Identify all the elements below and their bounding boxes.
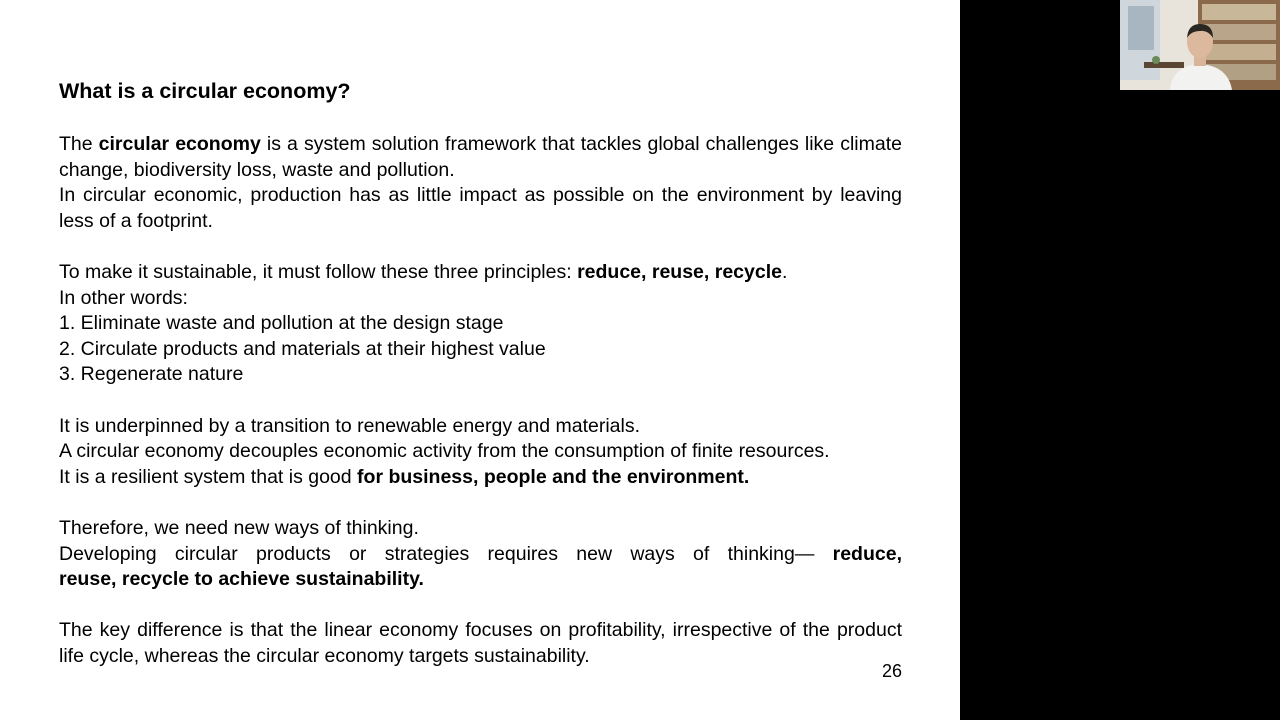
text-span: The xyxy=(59,133,99,155)
text-span: is a system solution framework that tack… xyxy=(59,133,902,181)
side-panel-background xyxy=(960,0,1280,720)
list-item: 3. Regenerate nature xyxy=(59,363,244,386)
list-item: 2. Circulate products and materials at t… xyxy=(59,337,546,360)
text-span: It is a resilient system that is good xyxy=(59,465,358,488)
page-number: 26 xyxy=(881,661,902,681)
window-pane xyxy=(1128,6,1154,50)
paragraph-decouples: A circular economy decouples economic ac… xyxy=(59,440,830,463)
bold-term: circular economy xyxy=(98,133,261,155)
paragraph-key-difference: The key difference is that the linear ec… xyxy=(59,619,902,667)
table xyxy=(1144,62,1184,68)
bold-term: reduce, reuse, recycle xyxy=(577,260,782,283)
paragraph-resilient: It is a resilient system that is good fo… xyxy=(59,465,902,491)
presenter-video-icon[interactable] xyxy=(1120,0,1280,90)
bold-term: reduce, xyxy=(832,542,902,565)
spacer xyxy=(59,593,902,619)
spacer xyxy=(59,490,902,516)
plant xyxy=(1152,56,1160,64)
paragraph-therefore: Therefore, we need new ways of thinking. xyxy=(59,516,419,539)
spacer xyxy=(59,388,902,414)
paragraph-definition: The circular economy is a system solutio… xyxy=(59,132,902,183)
face xyxy=(1187,26,1213,58)
shelf-row xyxy=(1202,24,1276,40)
paragraph-in-other-words: In other words: xyxy=(59,286,188,309)
slide-body: The circular economy is a system solutio… xyxy=(59,132,902,669)
paragraph-principles: To make it sustainable, it must follow t… xyxy=(59,260,902,286)
presenter-video-frame xyxy=(1120,0,1280,90)
shelf-row xyxy=(1202,44,1276,60)
bold-term: reuse, recycle to achieve sustainability… xyxy=(59,568,424,591)
paragraph-production: In circular economic, production has as … xyxy=(59,184,902,232)
shirt xyxy=(1170,64,1232,90)
shelf-row xyxy=(1202,4,1276,20)
text-span: Developing circular products or strategi… xyxy=(59,542,833,565)
hair xyxy=(1187,24,1213,38)
presentation-slide: What is a circular economy? The circular… xyxy=(0,0,960,720)
list-item: 1. Eliminate waste and pollution at the … xyxy=(59,312,504,335)
bold-term: for business, people and the environment… xyxy=(357,465,750,488)
slide-title: What is a circular economy? xyxy=(59,79,351,103)
spacer xyxy=(59,234,902,260)
paragraph-developing-line-1: Developing circular products or strategi… xyxy=(59,542,902,568)
text-span: . xyxy=(781,260,788,283)
paragraph-developing-line-2: reuse, recycle to achieve sustainability… xyxy=(59,567,902,593)
paragraph-underpinned: It is underpinned by a transition to ren… xyxy=(59,414,641,437)
text-span: To make it sustainable, it must follow t… xyxy=(59,260,578,283)
